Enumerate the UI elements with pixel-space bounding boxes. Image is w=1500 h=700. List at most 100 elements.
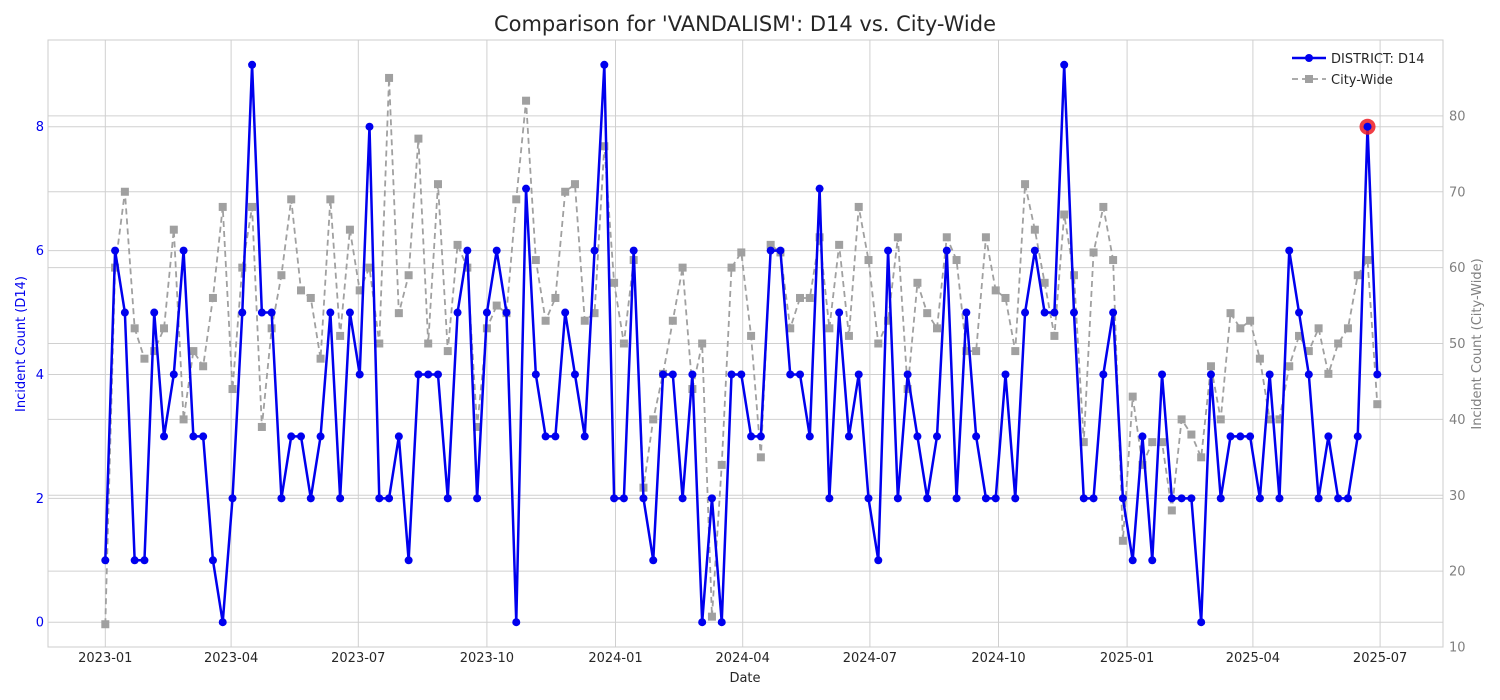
d14-point bbox=[365, 122, 374, 131]
d14-point bbox=[629, 246, 638, 255]
axes-layer: 2023-01 2023-04 2023-07 2023-10 2024-01 2024-… bbox=[36, 109, 1466, 666]
citywide-point bbox=[1011, 347, 1020, 356]
citywide-point bbox=[1109, 256, 1118, 265]
citywide-point bbox=[218, 202, 227, 211]
d14-point bbox=[1177, 494, 1186, 503]
d14-point bbox=[1216, 494, 1225, 503]
citywide-point bbox=[248, 202, 257, 211]
citywide-point bbox=[424, 339, 433, 348]
y-left-tick-label: 6 bbox=[36, 244, 44, 259]
citywide-point bbox=[1089, 248, 1098, 257]
citywide-point bbox=[1001, 293, 1010, 302]
citywide-point bbox=[160, 324, 169, 333]
citywide-point bbox=[805, 293, 814, 302]
d14-point bbox=[492, 246, 501, 255]
d14-point bbox=[404, 556, 413, 565]
citywide-point bbox=[120, 187, 129, 196]
citywide-point bbox=[492, 301, 501, 310]
citywide-point bbox=[1187, 430, 1196, 439]
citywide-point bbox=[932, 324, 941, 333]
citywide-point bbox=[1069, 271, 1078, 280]
d14-point bbox=[835, 308, 844, 317]
d14-point bbox=[805, 432, 814, 441]
citywide-point bbox=[345, 225, 354, 234]
x-tick-label: 2024-01 bbox=[588, 651, 642, 666]
y-left-tick-label: 8 bbox=[36, 120, 44, 135]
citywide-point bbox=[756, 453, 765, 462]
citywide-point bbox=[561, 187, 570, 196]
d14-point bbox=[913, 432, 922, 441]
citywide-point bbox=[1334, 339, 1343, 348]
citywide-point bbox=[668, 316, 677, 325]
d14-point bbox=[326, 308, 335, 317]
d14-point bbox=[815, 184, 824, 193]
citywide-point bbox=[707, 612, 716, 621]
citywide-point bbox=[580, 316, 589, 325]
d14-point bbox=[874, 556, 883, 565]
citywide-point bbox=[140, 354, 149, 363]
d14-point bbox=[649, 556, 658, 565]
x-tick-label: 2023-01 bbox=[78, 651, 132, 666]
citywide-point bbox=[1040, 278, 1049, 287]
d14-point bbox=[1050, 308, 1059, 317]
d14-point bbox=[453, 308, 462, 317]
d14-point bbox=[502, 308, 511, 317]
citywide-point bbox=[208, 293, 217, 302]
d14-point bbox=[1099, 370, 1108, 379]
d14-point bbox=[287, 432, 296, 441]
d14-point bbox=[786, 370, 795, 379]
d14-point bbox=[1021, 308, 1030, 317]
d14-point bbox=[1275, 494, 1284, 503]
d14-point bbox=[140, 556, 149, 565]
citywide-point bbox=[287, 195, 296, 204]
d14-point bbox=[267, 308, 276, 317]
d14-point bbox=[903, 370, 912, 379]
citywide-point bbox=[169, 225, 178, 234]
legend-label-d14: DISTRICT: D14 bbox=[1331, 52, 1425, 67]
citywide-point bbox=[1304, 347, 1313, 356]
d14-point bbox=[111, 246, 120, 255]
citywide-point bbox=[316, 354, 325, 363]
citywide-point bbox=[1060, 210, 1069, 219]
citywide-point bbox=[923, 309, 932, 318]
d14-point bbox=[218, 618, 227, 627]
grid bbox=[48, 40, 1443, 648]
citywide-point bbox=[1236, 324, 1245, 333]
d14-point bbox=[766, 246, 775, 255]
citywide-point bbox=[1079, 438, 1088, 447]
d14-point bbox=[678, 494, 687, 503]
x-tick-label: 2023-04 bbox=[204, 651, 258, 666]
y-right-tick-label: 20 bbox=[1449, 565, 1466, 580]
d14-point bbox=[473, 494, 482, 503]
plot-frame bbox=[47, 39, 1444, 648]
series-line-citywide bbox=[104, 77, 1379, 625]
d14-point bbox=[1206, 370, 1215, 379]
citywide-point bbox=[942, 233, 951, 242]
d14-point bbox=[228, 494, 237, 503]
citywide-point bbox=[972, 347, 981, 356]
d14-point bbox=[688, 370, 697, 379]
citywide-point bbox=[306, 293, 315, 302]
d14-point bbox=[531, 370, 540, 379]
d14-point bbox=[1158, 370, 1167, 379]
citywide-point bbox=[619, 339, 628, 348]
d14-point bbox=[179, 246, 188, 255]
d14-point bbox=[375, 494, 384, 503]
highlight-core bbox=[1363, 122, 1372, 131]
d14-point bbox=[169, 370, 178, 379]
d14-point bbox=[1314, 494, 1323, 503]
d14-point bbox=[864, 494, 873, 503]
d14-point bbox=[854, 370, 863, 379]
citywide-point bbox=[277, 271, 286, 280]
citywide-point bbox=[1295, 331, 1304, 340]
y-right-tick-label: 60 bbox=[1449, 261, 1466, 276]
x-tick-label: 2025-01 bbox=[1100, 651, 1154, 666]
citywide-point bbox=[678, 263, 687, 272]
citywide-point bbox=[1363, 256, 1372, 265]
d14-point bbox=[433, 370, 442, 379]
d14-point bbox=[336, 494, 345, 503]
y-left-tick-label: 2 bbox=[36, 492, 44, 507]
d14-point bbox=[1011, 494, 1020, 503]
x-tick-label: 2024-10 bbox=[971, 651, 1025, 666]
